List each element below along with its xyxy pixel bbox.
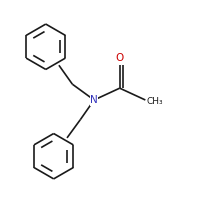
Text: CH₃: CH₃	[146, 97, 163, 106]
Text: O: O	[116, 53, 124, 63]
Text: N: N	[90, 95, 98, 105]
